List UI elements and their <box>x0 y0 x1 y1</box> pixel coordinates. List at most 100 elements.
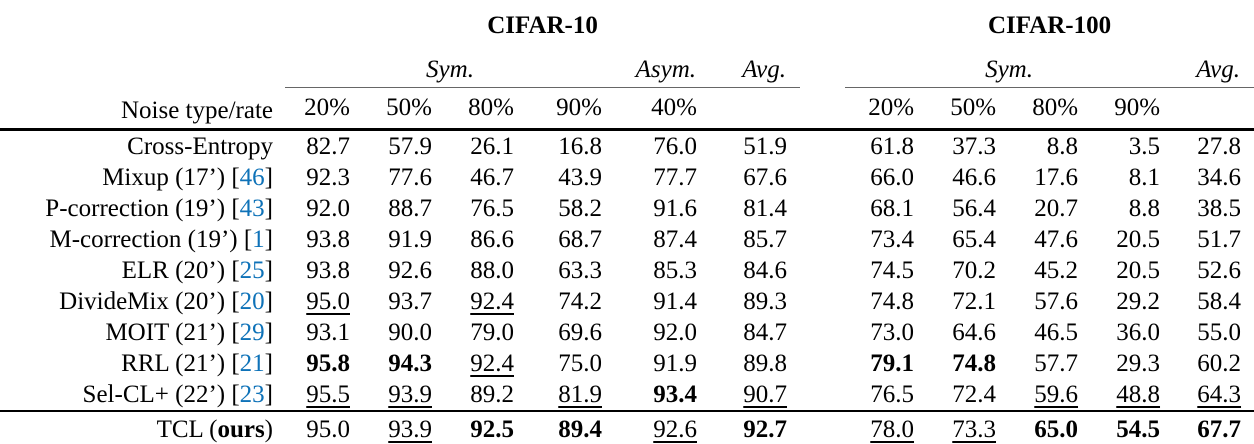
column-gap <box>800 224 845 255</box>
cifar10-value-cell: 77.7 <box>653 163 697 191</box>
cifar100-value-cell: 76.5 <box>870 380 915 408</box>
column-gap <box>800 162 845 193</box>
cifar100-value-cell: 72.1 <box>952 287 997 315</box>
cifar10-rate-90: 90% <box>527 87 615 131</box>
column-gap <box>800 410 846 444</box>
citation-link[interactable]: 29 <box>239 318 265 346</box>
cifar10-sym-header: Sym. <box>285 42 615 88</box>
cifar10-value-cell: 81.9 <box>558 380 602 408</box>
cifar10-value-cell: 92.5 <box>445 410 527 444</box>
cifar10-value-cell: 84.7 <box>743 318 788 346</box>
citation-link[interactable]: 43 <box>239 194 265 222</box>
empty-corner-cell <box>0 0 285 42</box>
cifar100-value-cell: 46.5 <box>1034 318 1079 346</box>
method-label: ELR (20’) [ <box>121 256 240 284</box>
cifar100-value-cell: 56.4 <box>952 194 997 222</box>
method-label: RRL (21’) [ <box>121 349 240 377</box>
table-row: DivideMix (20’) [20] 95.0 93.7 92.4 74.2 91.4… <box>0 286 1254 317</box>
citation-link[interactable]: 21 <box>239 349 265 377</box>
cifar100-value-cell: 52.6 <box>1197 256 1242 284</box>
method-label: ] <box>264 163 273 191</box>
cifar100-value-cell: 74.8 <box>952 349 997 377</box>
cifar10-value-cell: 69.6 <box>558 318 602 346</box>
cifar100-value-cell: 64.6 <box>952 318 997 346</box>
cifar100-value-cell: 73.4 <box>870 225 915 253</box>
cifar10-value-cell: 92.0 <box>653 318 697 346</box>
column-gap <box>800 42 845 88</box>
cifar10-value-cell: 63.3 <box>558 256 602 284</box>
cifar100-value-cell: 29.3 <box>1116 349 1161 377</box>
cifar10-value-cell: 57.9 <box>388 132 432 160</box>
citation-link[interactable]: 20 <box>239 287 265 315</box>
cifar100-value-cell: 8.1 <box>1128 163 1161 191</box>
table-row: Sel-CL+ (22’) [23] 95.5 93.9 89.2 81.9 93.4 90… <box>0 379 1254 411</box>
method-label-bold: ours <box>217 416 265 443</box>
citation-link[interactable]: 1 <box>252 225 265 253</box>
method-cell: TCL (ours) <box>0 410 285 444</box>
method-label: MOIT (21’) [ <box>105 318 240 346</box>
cifar10-value-cell: 89.8 <box>743 349 788 377</box>
method-cell: DivideMix (20’) [20] <box>0 286 285 317</box>
cifar10-value-cell: 88.7 <box>388 194 432 222</box>
table-row: M-correction (19’) [1] 93.8 91.9 86.6 68.7 87… <box>0 224 1254 255</box>
method-label: M-correction (19’) [ <box>49 225 253 253</box>
cifar100-value-cell: 54.5 <box>1091 410 1174 444</box>
cifar100-avg-spacer <box>1173 87 1254 131</box>
cifar100-value-cell: 36.0 <box>1116 318 1161 346</box>
cifar100-value-cell: 55.0 <box>1197 318 1242 346</box>
cifar100-value-cell: 20.5 <box>1116 256 1161 284</box>
cifar100-value-cell: 74.5 <box>870 256 915 284</box>
cifar100-value-cell: 57.6 <box>1034 287 1079 315</box>
cifar100-value-cell: 61.8 <box>870 132 915 160</box>
cifar10-value-cell: 95.0 <box>306 287 350 315</box>
cifar10-value-cell: 85.3 <box>653 256 697 284</box>
cifar10-value-cell: 88.0 <box>470 256 514 284</box>
method-cell: ELR (20’) [25] <box>0 255 285 286</box>
cifar10-avg-header: Avg. <box>710 42 801 88</box>
citation-link[interactable]: 25 <box>239 256 265 284</box>
cifar100-rate-80: 80% <box>1009 87 1092 131</box>
cifar100-rate-90: 90% <box>1091 87 1174 131</box>
cifar10-value-cell: 93.8 <box>306 225 350 253</box>
cifar100-value-cell: 37.3 <box>952 132 997 160</box>
method-label: ] <box>264 287 273 315</box>
cifar100-value-cell: 46.6 <box>952 163 997 191</box>
cifar10-value-cell: 90.0 <box>388 318 432 346</box>
column-gap <box>800 317 845 348</box>
dataset-header-row: CIFAR-10 CIFAR-100 <box>0 0 1254 42</box>
method-label: ] <box>264 194 273 222</box>
cifar100-value-cell: 57.7 <box>1034 349 1079 377</box>
citation-link[interactable]: 23 <box>239 380 265 408</box>
cifar100-header: CIFAR-100 <box>987 12 1112 39</box>
method-label: ) <box>264 416 273 443</box>
cifar10-value-cell: 93.7 <box>388 287 432 315</box>
cifar100-value-cell: 65.0 <box>1009 410 1092 444</box>
cifar10-value-cell: 92.4 <box>470 349 514 377</box>
cifar10-value-cell: 91.9 <box>653 349 697 377</box>
cifar10-rate-20: 20% <box>285 87 363 131</box>
citation-link[interactable]: 46 <box>239 163 265 191</box>
cifar100-value-cell: 8.8 <box>1046 132 1079 160</box>
cifar10-value-cell: 91.9 <box>388 225 432 253</box>
cifar100-value-cell: 17.6 <box>1034 163 1079 191</box>
cifar100-avg-header: Avg. <box>1173 42 1254 88</box>
cifar100-value-cell: 3.5 <box>1128 132 1161 160</box>
cifar10-value-cell: 26.1 <box>470 132 514 160</box>
method-cell: MOIT (21’) [29] <box>0 317 285 348</box>
column-gap <box>800 193 845 224</box>
cifar100-value-cell: 58.4 <box>1197 287 1242 315</box>
method-cell: Cross-Entropy <box>0 130 285 163</box>
method-label: Mixup (17’) [ <box>102 163 240 191</box>
cifar10-value-cell: 75.0 <box>558 349 602 377</box>
table-row: RRL (21’) [21] 95.8 94.3 92.4 75.0 91.9 89.8 79… <box>0 348 1254 379</box>
method-cell: Mixup (17’) [46] <box>0 162 285 193</box>
table-body: Cross-Entropy 82.7 57.9 26.1 16.8 76.0 51.9 61.… <box>0 130 1254 444</box>
cifar10-value-cell: 76.0 <box>653 132 697 160</box>
cifar100-rate-20: 20% <box>845 87 928 131</box>
cifar10-value-cell: 85.7 <box>743 225 788 253</box>
cifar100-value-cell: 20.5 <box>1116 225 1161 253</box>
noise-rate-header-row: 20% 50% 80% 90% 40% 20% 50% 80% 90% <box>0 87 1254 131</box>
cifar10-value-cell: 92.0 <box>306 194 350 222</box>
method-label: P-correction (19’) [ <box>45 194 240 222</box>
cifar10-rate-50: 50% <box>363 87 445 131</box>
